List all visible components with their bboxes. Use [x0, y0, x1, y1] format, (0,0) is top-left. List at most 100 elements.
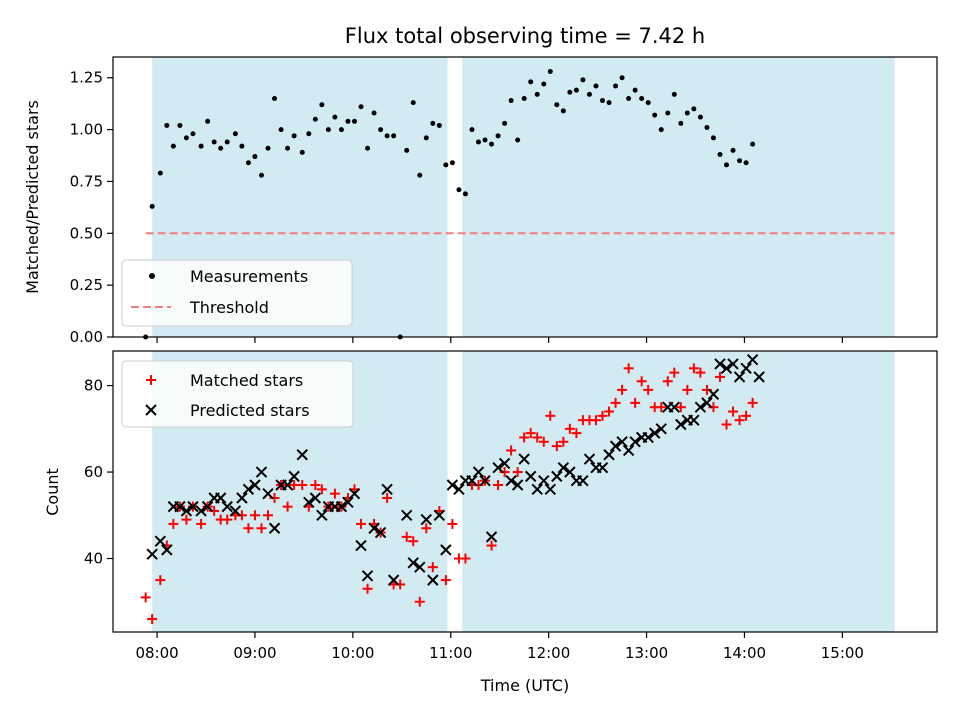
measurement-point	[183, 135, 189, 141]
measurement-point	[613, 83, 619, 89]
measurement-point	[384, 133, 390, 139]
measurement-point	[593, 83, 599, 89]
predicted-star-point	[381, 483, 393, 496]
predicted-star-point	[296, 449, 308, 461]
matched-star-point	[538, 436, 549, 447]
matched-star-point	[675, 402, 686, 413]
legend-measurements-label: Measurements	[190, 267, 308, 286]
matched-star-point	[447, 518, 458, 529]
predicted-star-point	[309, 492, 322, 504]
top-axes: 0.00 0.25 0.50 0.75 1.00 1.25	[70, 56, 938, 346]
matched-star-point	[155, 575, 166, 586]
matched-star-point	[362, 583, 373, 594]
measurement-point	[371, 110, 377, 116]
predicted-star-point	[146, 548, 158, 560]
measurement-point	[567, 89, 573, 95]
predicted-star-point	[577, 474, 589, 487]
y-tick-label: 40	[84, 550, 103, 568]
predicted-star-point	[195, 505, 207, 517]
predicted-star-point	[355, 539, 367, 552]
measurement-point	[717, 151, 723, 157]
matched-star-point	[669, 367, 680, 378]
measurement-point	[190, 131, 196, 137]
predicted-star-point	[498, 457, 511, 470]
predicted-star-point	[316, 509, 328, 521]
predicted-star-point	[368, 522, 380, 534]
x-tick-label: 14:00	[723, 644, 766, 662]
x-tick-label: 10:00	[331, 644, 374, 662]
measurement-point	[710, 135, 716, 141]
matched-star-point	[545, 410, 556, 421]
matched-star-point	[506, 445, 517, 456]
matched-star-point	[617, 384, 628, 395]
predicted-star-point	[492, 462, 504, 474]
predicted-star-point	[596, 462, 609, 474]
measurement-point	[177, 122, 183, 128]
matched-star-point	[196, 518, 207, 529]
predicted-star-point	[180, 505, 193, 517]
top-legend: Measurements Threshold	[121, 259, 353, 327]
matched-star-point	[643, 384, 654, 395]
measurement-point	[697, 114, 703, 120]
predicted-star-point	[538, 474, 550, 487]
predicted-star-point	[557, 462, 570, 474]
measurement-point	[469, 127, 475, 133]
top-plot-frame	[112, 56, 938, 338]
x-tick-label: 09:00	[233, 644, 276, 662]
predicted-star-point	[342, 496, 354, 509]
top-shaded-intervals	[152, 57, 895, 337]
measurement-point	[482, 137, 488, 143]
matched-star-point	[147, 614, 158, 625]
measurement-point	[489, 141, 495, 147]
matched-star-point	[630, 397, 641, 408]
measurement-point	[338, 127, 344, 133]
predicted-star-point	[236, 492, 248, 504]
predicted-star-point	[675, 418, 687, 431]
matched-star-point	[256, 523, 267, 534]
measurement-point	[378, 127, 384, 133]
measurement-point	[164, 122, 170, 128]
measurement-point	[358, 104, 364, 110]
measurement-point	[205, 118, 211, 124]
matched-star-point	[741, 410, 752, 421]
measurement-point	[211, 139, 217, 145]
measurement-point	[410, 100, 416, 106]
predicted-star-point	[609, 440, 622, 452]
predicted-star-point	[688, 414, 700, 426]
measurement-point	[600, 98, 606, 104]
measurement-point	[691, 106, 697, 112]
measurement-point	[462, 191, 468, 197]
matched-star-point	[486, 540, 497, 551]
matched-star-point	[310, 480, 321, 491]
matched-star-point	[243, 523, 254, 534]
measurement-point	[391, 133, 397, 139]
predicted-star-point	[525, 470, 537, 483]
predicted-star-point	[727, 358, 739, 370]
measurement-point	[573, 87, 579, 93]
predicted-star-point	[746, 353, 759, 366]
predicted-star-point	[720, 362, 733, 374]
predicted-star-point	[603, 449, 615, 461]
matched-star-point	[558, 436, 569, 447]
measurement-point	[554, 102, 560, 108]
measurement-point	[436, 122, 442, 128]
measurement-point	[325, 127, 331, 133]
predicted-star-point	[714, 358, 726, 370]
predicted-star-point	[544, 483, 556, 496]
predicted-star-point	[414, 561, 426, 573]
predicted-star-point	[733, 371, 746, 383]
measurement-point	[417, 172, 423, 178]
measurement-point	[671, 91, 677, 97]
measurement-point	[580, 77, 586, 83]
predicted-star-point	[214, 492, 227, 504]
predicted-star-point	[505, 474, 517, 487]
matched-star-point	[623, 363, 634, 374]
measurement-point	[430, 120, 436, 126]
measurement-point	[423, 135, 429, 141]
matched-star-point	[721, 419, 732, 430]
predicted-star-point	[551, 470, 563, 483]
predicted-star-point	[288, 470, 300, 483]
legend-predicted-marker	[145, 404, 157, 416]
measurement-point	[252, 154, 258, 160]
